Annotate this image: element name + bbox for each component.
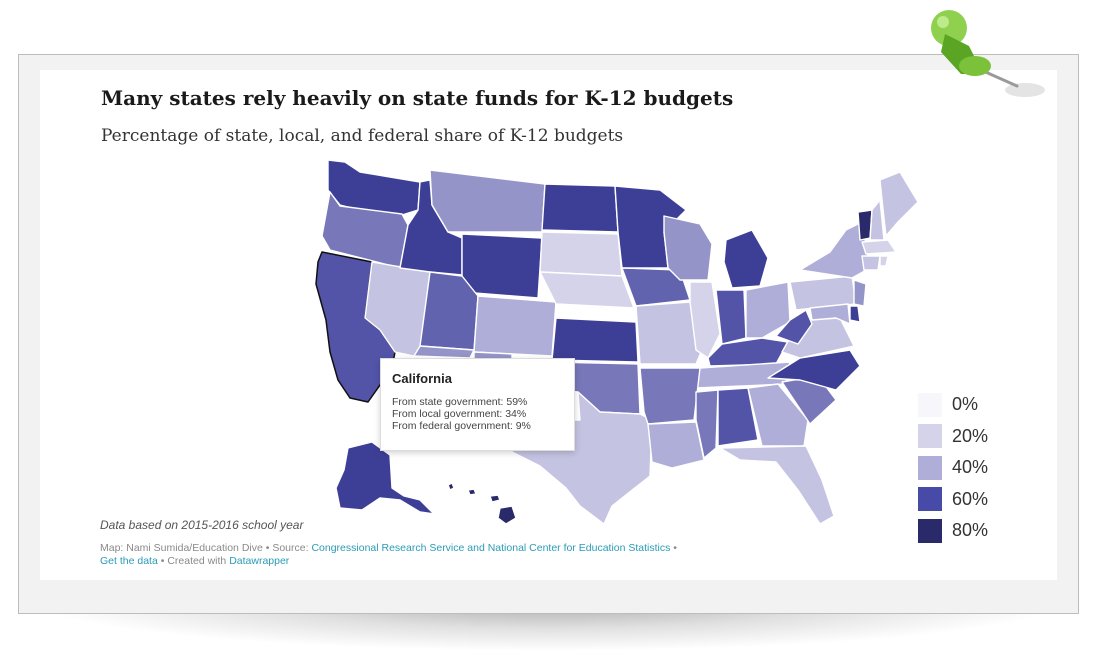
credit-author: Map: Nami Sumida/Education Dive xyxy=(100,542,263,554)
state-hawaii-3[interactable] xyxy=(489,494,501,503)
state-nebraska[interactable] xyxy=(539,271,635,309)
state-hawaii-4[interactable] xyxy=(497,505,517,525)
state-kansas[interactable] xyxy=(551,317,639,363)
tooltip-federal-share: From federal government: 9% xyxy=(392,420,531,432)
legend-label: 40% xyxy=(952,457,989,478)
state-alabama[interactable] xyxy=(717,387,759,447)
state-florida[interactable] xyxy=(719,445,835,525)
state-connecticut[interactable] xyxy=(861,255,881,271)
state-indiana[interactable] xyxy=(715,289,747,345)
state-west-virginia[interactable] xyxy=(775,309,813,345)
legend-item: 20% xyxy=(918,421,988,453)
credit-created-with: Created with xyxy=(167,555,227,567)
state-missouri[interactable] xyxy=(635,301,703,365)
chart-title: Many states rely heavily on state funds … xyxy=(101,86,734,110)
state-maine[interactable] xyxy=(879,171,919,237)
state-wisconsin[interactable] xyxy=(663,215,713,281)
state-north-dakota[interactable] xyxy=(541,183,619,233)
legend-label: 20% xyxy=(952,425,989,446)
credits: Map: Nami Sumida/Education Dive • Source… xyxy=(100,542,677,567)
legend-swatch xyxy=(918,424,942,449)
state-mississippi[interactable] xyxy=(695,389,719,459)
state-montana[interactable] xyxy=(429,169,546,233)
legend-swatch xyxy=(918,518,942,543)
state-delaware[interactable] xyxy=(849,305,861,323)
push-pin-icon xyxy=(931,10,1045,97)
legend-item: 0% xyxy=(918,389,988,421)
credit-source-label: Source: xyxy=(272,542,309,554)
state-louisiana[interactable] xyxy=(647,421,705,469)
chart-subtitle: Percentage of state, local, and federal … xyxy=(101,126,624,146)
state-rhode-island[interactable] xyxy=(879,255,889,267)
state-georgia[interactable] xyxy=(747,383,809,447)
state-tooltip: California From state government: 59% Fr… xyxy=(380,358,575,451)
state-massachusetts[interactable] xyxy=(861,239,897,255)
tooltip-state-share: From state government: 59% xyxy=(392,396,528,408)
legend-swatch xyxy=(918,392,942,417)
legend-item: 40% xyxy=(918,452,988,484)
state-ohio[interactable] xyxy=(745,281,791,339)
tooltip-title: California xyxy=(392,371,452,386)
data-note: Data based on 2015-2016 school year xyxy=(100,518,304,532)
datawrapper-link[interactable]: Datawrapper xyxy=(229,555,290,567)
source-link[interactable]: Congressional Research Service and Natio… xyxy=(311,542,671,554)
legend-swatch xyxy=(918,455,942,480)
state-south-dakota[interactable] xyxy=(539,231,623,277)
get-data-link[interactable]: Get the data xyxy=(100,555,158,567)
state-alaska[interactable] xyxy=(335,441,435,515)
legend-label: 80% xyxy=(952,520,989,541)
legend-label: 0% xyxy=(952,394,979,415)
state-hawaii[interactable] xyxy=(447,482,455,491)
state-colorado[interactable] xyxy=(473,295,557,357)
tooltip-local-share: From local government: 34% xyxy=(392,408,527,420)
state-arkansas[interactable] xyxy=(639,367,701,425)
legend-item: 80% xyxy=(918,515,988,547)
state-wyoming[interactable] xyxy=(461,233,543,299)
state-hawaii-2[interactable] xyxy=(467,488,477,496)
legend-item: 60% xyxy=(918,484,988,516)
state-michigan[interactable] xyxy=(723,229,769,289)
state-new-jersey[interactable] xyxy=(853,279,867,307)
legend-swatch xyxy=(918,487,942,512)
state-kentucky[interactable] xyxy=(707,337,789,367)
color-legend: 0% 20% 40% 60% 80% xyxy=(918,389,988,547)
state-maryland[interactable] xyxy=(809,303,851,325)
legend-label: 60% xyxy=(952,488,989,509)
state-new-hampshire[interactable] xyxy=(869,199,885,241)
